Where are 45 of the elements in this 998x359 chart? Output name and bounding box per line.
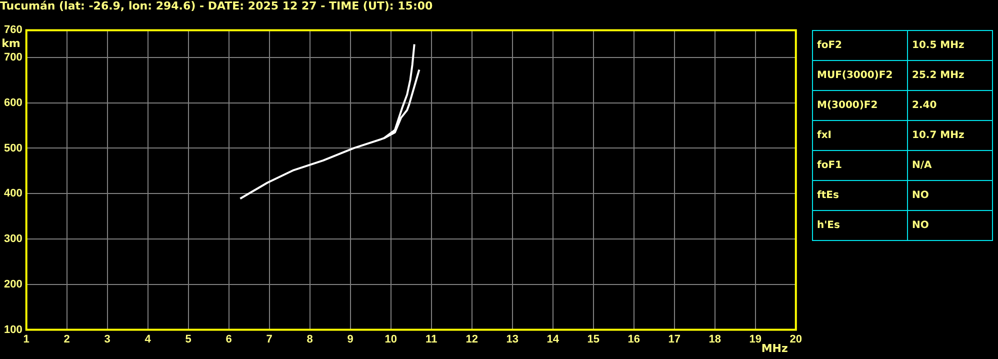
x-tick-label: 4 bbox=[144, 333, 152, 346]
y-tick-label: 100 bbox=[4, 324, 22, 336]
text: MUF(3000)F2 bbox=[812, 60, 908, 90]
text: foF1 bbox=[812, 150, 908, 180]
y-tick-label: 400 bbox=[4, 188, 22, 200]
text: ftEs bbox=[812, 180, 908, 210]
x-tick-label: 7 bbox=[266, 333, 272, 346]
x-tick-label: 16 bbox=[628, 333, 640, 346]
x-tick-label: 12 bbox=[466, 333, 478, 346]
y-tick-label: 300 bbox=[4, 233, 22, 246]
x-tick-label: 8 bbox=[306, 333, 313, 346]
text: N/A bbox=[908, 150, 992, 180]
y-tick-label: 760 bbox=[4, 24, 22, 36]
x-tick-label: 1 bbox=[23, 333, 30, 346]
y-tick-label: 700 bbox=[4, 51, 22, 64]
x-tick-label: 3 bbox=[104, 333, 110, 346]
text: NO bbox=[908, 180, 992, 210]
text: 10.7 MHz bbox=[908, 120, 992, 150]
x-axis-title: MHz bbox=[761, 342, 788, 356]
x-tick-label: 10 bbox=[384, 333, 397, 346]
text: fxI bbox=[812, 120, 908, 150]
x-tick-label: 15 bbox=[587, 333, 600, 346]
x-tick-label: 18 bbox=[708, 333, 722, 346]
x-tick-label: 5 bbox=[185, 333, 192, 346]
x-tick-label: 2 bbox=[64, 333, 70, 346]
x-tick-label: 13 bbox=[506, 333, 518, 346]
x-tick-label: 17 bbox=[668, 333, 681, 346]
y-axis-title: km bbox=[2, 37, 20, 50]
chart-title: Tucumán (lat: -26.9, lon: 294.6) - DATE: 2025 12 27 - TIME (UT): 15:00 bbox=[0, 0, 433, 12]
x-tick-label: 11 bbox=[426, 333, 438, 346]
y-tick-label: 500 bbox=[4, 142, 22, 154]
text: foF2 bbox=[812, 30, 908, 60]
text: h'Es bbox=[812, 210, 908, 240]
y-tick-label: 600 bbox=[4, 96, 22, 109]
text: M(3000)F2 bbox=[812, 90, 908, 120]
text: NO bbox=[908, 210, 992, 240]
text: 2.40 bbox=[908, 90, 992, 120]
x-tick-label: 6 bbox=[226, 333, 232, 346]
y-tick-label: 200 bbox=[4, 278, 22, 290]
text: 10.5 MHz bbox=[908, 30, 992, 60]
x-tick-label: 9 bbox=[347, 333, 354, 346]
x-tick-label: 14 bbox=[546, 333, 560, 346]
x-tick-label: 20 bbox=[790, 333, 802, 346]
text: 25.2 MHz bbox=[908, 60, 992, 90]
x-tick-label: 19 bbox=[749, 333, 762, 346]
